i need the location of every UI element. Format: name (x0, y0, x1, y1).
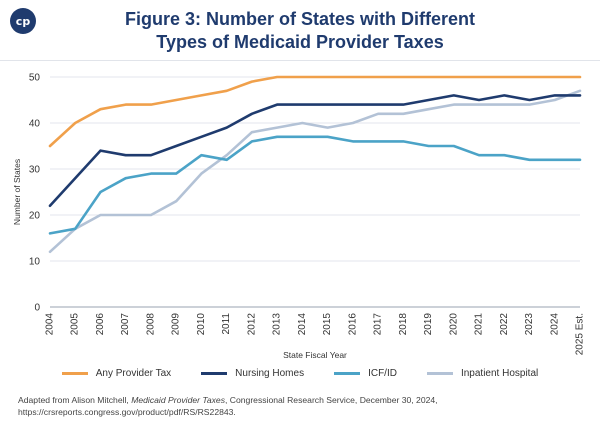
legend-swatch-any-provider-tax (61, 372, 88, 375)
legend-item-any-provider-tax: Any Provider Tax (61, 368, 172, 379)
legend-item-inpatient-hospital: Inpatient Hospital (426, 368, 539, 379)
title-divider (0, 60, 600, 61)
x-tick-label: 2024 (549, 313, 560, 336)
series-line-nursing-homes (48, 94, 582, 208)
x-tick-label: 2008 (145, 313, 156, 336)
x-tick-label: 2015 (322, 313, 333, 336)
legend-label-icf-id: ICF/ID (368, 368, 397, 379)
series-line-inpatient-hospital (48, 89, 582, 254)
x-tick-label: 2019 (423, 313, 434, 336)
legend-swatch-icf-id (334, 372, 361, 375)
source-prefix: Adapted from Alison Mitchell, (18, 395, 132, 405)
title-line-1: Figure 3: Number of States with Differen… (124, 9, 476, 29)
x-tick-label: 2009 (171, 313, 182, 336)
legend-item-icf-id: ICF/ID (334, 368, 397, 379)
x-tick-label: 2006 (95, 313, 106, 336)
x-tick-label: 2021 (474, 313, 485, 336)
source-title: Medicaid Provider Taxes (131, 395, 225, 405)
x-tick-label: 2005 (70, 313, 81, 336)
y-tick-label: 0 (34, 303, 40, 314)
x-tick-label: 2007 (120, 313, 131, 336)
x-tick-label: 2025 Est. (575, 313, 586, 355)
x-tick-label: 2017 (373, 313, 384, 336)
y-tick-label: 50 (29, 73, 41, 84)
x-tick-label: 2022 (499, 313, 510, 336)
legend-swatch-nursing-homes (201, 372, 228, 375)
legend-label-inpatient-hospital: Inpatient Hospital (460, 368, 539, 379)
y-tick-label: 10 (29, 257, 41, 268)
chart-title: Figure 3: Number of States with Differen… (0, 8, 600, 54)
y-tick-label: 40 (29, 119, 41, 130)
x-axis-title: State Fiscal Year (283, 350, 347, 360)
y-tick-label: 30 (29, 165, 41, 176)
source-suffix: , Congressional Research Service, Decemb… (18, 395, 438, 417)
y-axis-title: Number of States (12, 159, 22, 225)
x-tick-label: 2011 (221, 313, 232, 335)
legend-swatch-inpatient-hospital (426, 372, 453, 375)
legend-item-nursing-homes: Nursing Homes (201, 368, 304, 379)
legend-label-any-provider-tax: Any Provider Tax (95, 368, 172, 379)
legend: Any Provider Tax Nursing Homes ICF/ID In… (0, 368, 600, 379)
x-tick-label: 2016 (347, 313, 358, 336)
x-tick-label: 2020 (448, 313, 459, 336)
x-tick-label: 2012 (246, 313, 257, 336)
x-tick-label: 2018 (398, 313, 409, 336)
x-tick-label: 2023 (524, 313, 535, 336)
line-chart: 0 10 20 30 40 50 2004 2005 2006 2007 2008 2009 2010 2… (12, 73, 586, 361)
x-tick-label: 2004 (45, 313, 56, 336)
y-tick-label: 20 (29, 211, 41, 222)
x-tick-label: 2014 (297, 313, 308, 336)
legend-label-nursing-homes: Nursing Homes (235, 368, 305, 379)
x-tick-label: 2013 (272, 313, 283, 336)
x-tick-label: 2010 (196, 313, 207, 336)
logo: cp (10, 8, 36, 34)
title-line-2: Types of Medicaid Provider Taxes (156, 32, 444, 52)
series-line-icf-id (48, 135, 582, 235)
source-note: Adapted from Alison Mitchell, Medicaid P… (18, 394, 588, 418)
series-line-any-provider-tax (48, 75, 582, 148)
